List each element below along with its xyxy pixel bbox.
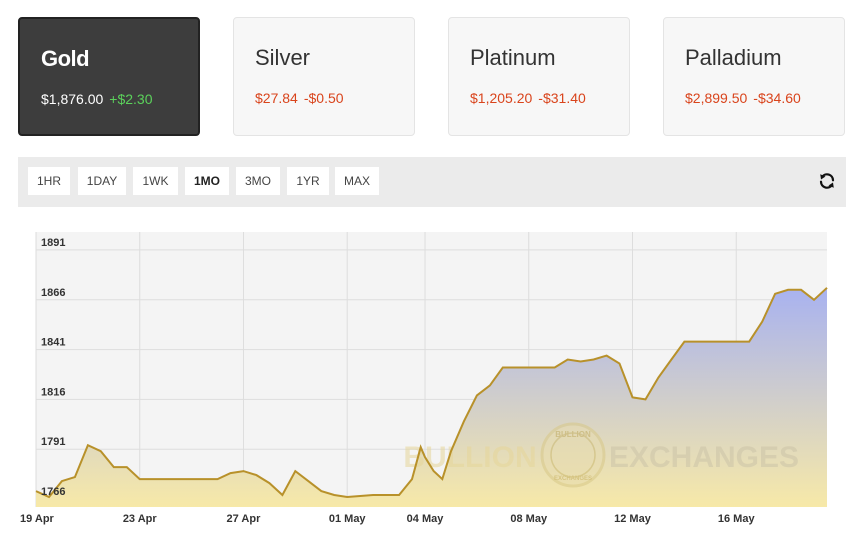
metal-change: -$34.60 <box>753 90 801 106</box>
y-tick-label: 1791 <box>41 436 65 448</box>
silver-card[interactable]: Silver $27.84 -$0.50 <box>233 17 415 136</box>
range-button-max[interactable]: MAX <box>335 167 379 195</box>
y-tick-label: 1816 <box>41 386 65 398</box>
metal-price-row: $1,876.00 +$2.30 <box>41 91 153 107</box>
metal-price: $2,899.50 <box>685 90 748 106</box>
watermark-seal-top: BULLION <box>555 430 591 439</box>
palladium-card[interactable]: Palladium $2,899.50 -$34.60 <box>663 17 845 136</box>
metal-price-row: $27.84 -$0.50 <box>255 90 344 106</box>
range-toolbar: 1HR 1DAY 1WK 1MO 3MO 1YR MAX <box>18 157 846 207</box>
metal-price: $1,876.00 <box>41 91 104 107</box>
watermark-right: EXCHANGES <box>609 441 799 474</box>
metal-price-row: $1,205.20 -$31.40 <box>470 90 586 106</box>
refresh-icon[interactable] <box>818 172 836 190</box>
metal-price-row: $2,899.50 -$34.60 <box>685 90 801 106</box>
metal-name: Palladium <box>685 45 782 70</box>
range-button-1day[interactable]: 1DAY <box>78 167 126 195</box>
metal-name: Silver <box>255 45 311 70</box>
range-button-3mo[interactable]: 3MO <box>236 167 280 195</box>
price-line <box>35 287 828 499</box>
y-tick-label: 1841 <box>41 337 65 349</box>
y-tick-label: 1891 <box>41 237 65 249</box>
metal-change: -$0.50 <box>303 90 344 106</box>
metal-price: $27.84 <box>255 90 298 106</box>
watermark-left: BULLION <box>403 441 536 474</box>
x-tick-label: 12 May <box>614 513 652 525</box>
range-button-1mo[interactable]: 1MO <box>185 167 229 195</box>
metal-price: $1,205.20 <box>470 90 533 106</box>
metal-name: Platinum <box>470 45 556 70</box>
metal-change: +$2.30 <box>109 91 153 107</box>
range-button-1hr[interactable]: 1HR <box>28 167 70 195</box>
y-tick-label: 1866 <box>41 287 65 299</box>
metal-name: Gold <box>41 46 90 71</box>
gold-card[interactable]: Gold $1,876.00 +$2.30 <box>18 17 200 136</box>
x-tick-label: 01 May <box>329 513 367 525</box>
platinum-card[interactable]: Platinum $1,205.20 -$31.40 <box>448 17 630 136</box>
watermark-seal-bottom: EXCHANGES <box>554 476 592 482</box>
x-tick-label: 08 May <box>510 513 548 525</box>
watermark: BULLION BULLION EXCHANGES EXCHANGES <box>403 422 799 488</box>
x-tick-label: 04 May <box>407 513 445 525</box>
y-tick-label: 1766 <box>41 486 65 498</box>
price-chart: BULLION BULLION EXCHANGES EXCHANGES 1766… <box>20 232 828 525</box>
price-area <box>36 287 827 507</box>
x-tick-label: 19 Apr <box>20 513 55 525</box>
metal-change: -$31.40 <box>538 90 586 106</box>
x-tick-label: 23 Apr <box>123 513 158 525</box>
range-button-1wk[interactable]: 1WK <box>133 167 178 195</box>
x-tick-label: 16 May <box>718 513 756 525</box>
range-button-1yr[interactable]: 1YR <box>287 167 329 195</box>
x-tick-label: 27 Apr <box>227 513 262 525</box>
